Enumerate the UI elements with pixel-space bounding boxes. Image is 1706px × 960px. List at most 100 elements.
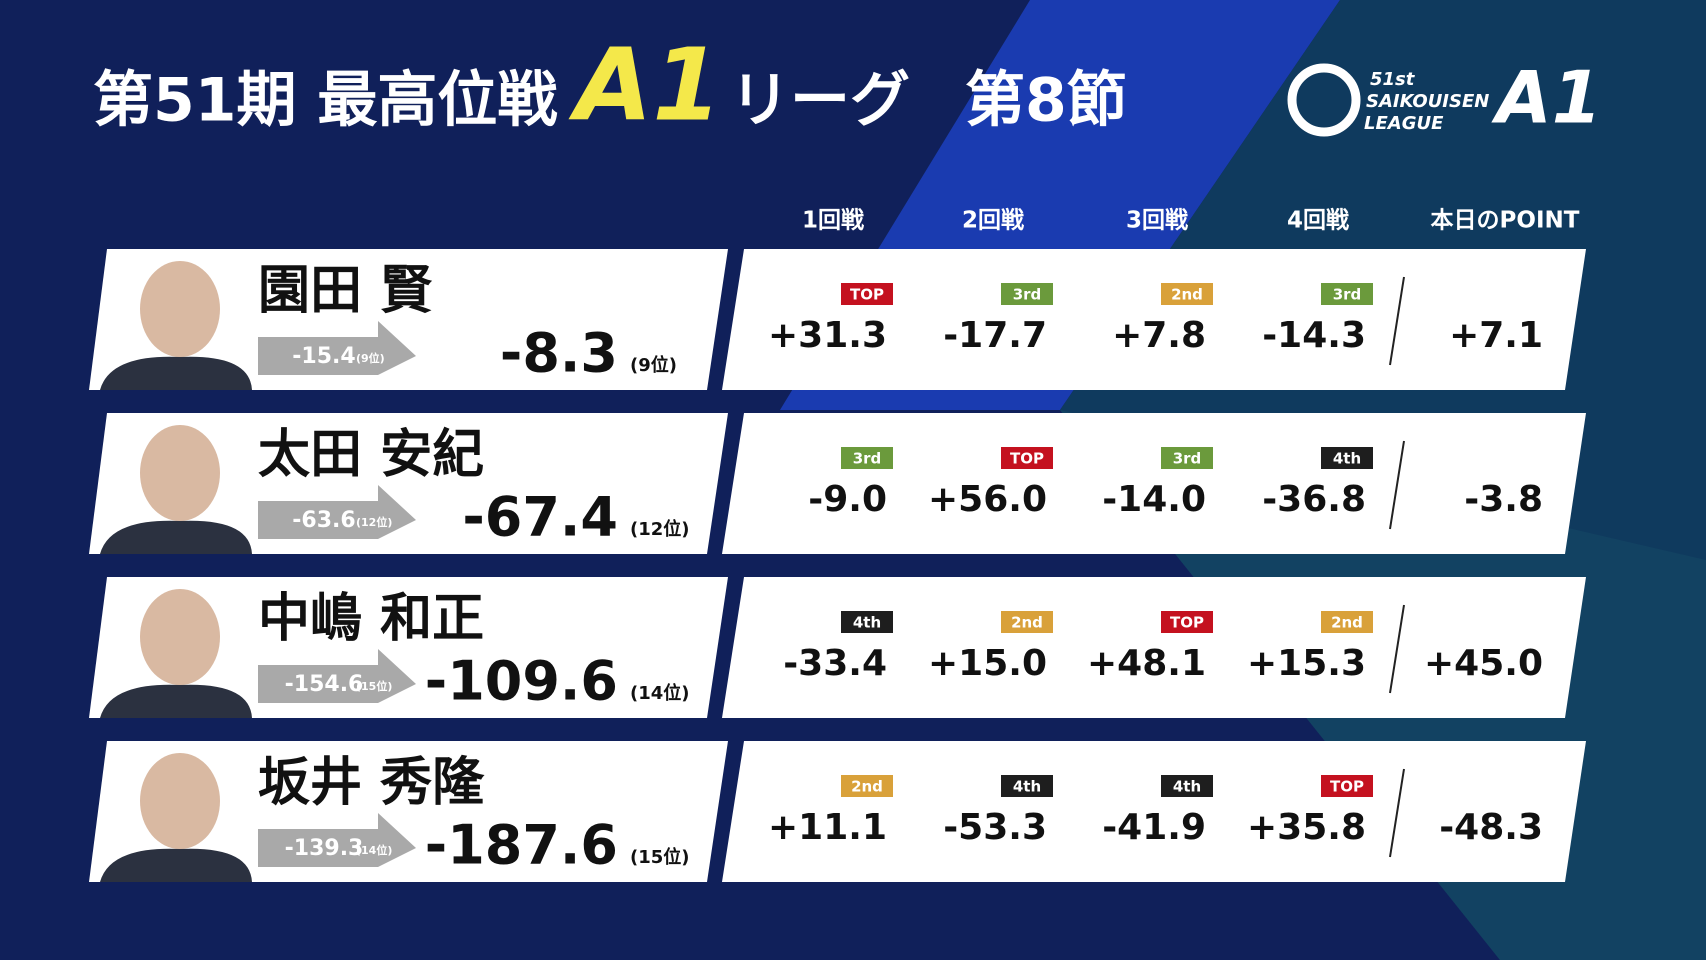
game-score: -36.8 xyxy=(1262,479,1366,520)
title-round: 第8節 xyxy=(965,66,1127,136)
place-badge xyxy=(1161,283,1213,305)
game-score: +7.8 xyxy=(1112,315,1206,356)
photo-head xyxy=(140,589,220,685)
place-label: 2nd xyxy=(851,778,883,796)
player-name: 園田 賢 xyxy=(258,261,433,321)
place-badge xyxy=(1001,447,1053,469)
total-score: -187.6 xyxy=(425,814,618,877)
place-badge xyxy=(841,447,893,469)
logo-line2: LEAGUE xyxy=(1364,113,1444,134)
prev-rank: (15位) xyxy=(356,679,392,693)
place-label: TOP xyxy=(1170,614,1204,632)
place-badge xyxy=(1001,611,1053,633)
prev-score: -139.3 xyxy=(285,836,364,861)
place-label: TOP xyxy=(850,286,884,304)
title-a1: A1 xyxy=(568,26,722,143)
prev-arrow xyxy=(258,649,416,703)
game-score: -17.7 xyxy=(943,315,1047,356)
total-rank: (14位) xyxy=(630,682,690,704)
today-point: +7.1 xyxy=(1449,315,1543,356)
column-header: 4回戦 xyxy=(1287,208,1349,234)
place-label: 2nd xyxy=(1331,614,1363,632)
player-panel xyxy=(89,249,728,390)
prev-rank: (9位) xyxy=(356,351,385,365)
place-label: TOP xyxy=(1330,778,1364,796)
player-name: 太田 安紀 xyxy=(258,425,484,485)
game-score: -53.3 xyxy=(943,807,1047,848)
prev-score: -15.4 xyxy=(292,344,355,369)
total-score: -109.6 xyxy=(425,650,618,713)
today-point: -3.8 xyxy=(1464,479,1543,520)
prev-arrow xyxy=(258,485,416,539)
total-score: -67.4 xyxy=(462,486,618,549)
player-row: 中嶋 和正 -154.6(15位) -109.6 (14位) 4th -33.4 2nd +1… xyxy=(89,577,1586,718)
divider xyxy=(1389,604,1405,694)
place-label: 2nd xyxy=(1171,286,1203,304)
place-label: 4th xyxy=(1173,778,1201,796)
place-badge xyxy=(841,611,893,633)
total-rank: (15位) xyxy=(630,846,690,868)
prev-rank: (12位) xyxy=(356,515,392,529)
place-badge xyxy=(1161,447,1213,469)
photo-body xyxy=(100,848,252,882)
player-panel xyxy=(89,577,728,718)
photo-head xyxy=(140,261,220,357)
place-label: 3rd xyxy=(1333,286,1362,304)
game-score: +15.0 xyxy=(928,643,1047,684)
place-badge xyxy=(841,775,893,797)
place-label: 4th xyxy=(853,614,881,632)
game-score: +15.3 xyxy=(1247,643,1366,684)
game-score: -9.0 xyxy=(808,479,887,520)
logo-mark: A1 xyxy=(1491,56,1602,140)
title: 第51期 最高位戦 xyxy=(93,66,557,136)
logo: 51st SAIKOUISEN LEAGUE A1 xyxy=(1287,56,1602,140)
place-badge xyxy=(1001,283,1053,305)
place-label: 3rd xyxy=(1173,450,1202,468)
player-name: 坂井 秀隆 xyxy=(258,753,485,813)
divider xyxy=(1389,440,1405,530)
game-score: +11.1 xyxy=(768,807,887,848)
today-point: -48.3 xyxy=(1439,807,1543,848)
place-badge xyxy=(1321,611,1373,633)
prev-rank: (14位) xyxy=(356,843,392,857)
divider xyxy=(1389,768,1405,858)
logo-line1: SAIKOUISEN xyxy=(1366,91,1489,112)
prev-score: -154.6 xyxy=(285,672,364,697)
total-rank: (12位) xyxy=(630,518,690,540)
photo-body xyxy=(100,684,252,718)
photo-head xyxy=(140,753,220,849)
place-badge xyxy=(1321,283,1373,305)
game-score: -33.4 xyxy=(783,643,887,684)
logo-icon xyxy=(1287,63,1361,137)
total-rank: (9位) xyxy=(630,354,677,376)
today-point: +45.0 xyxy=(1424,643,1543,684)
prev-score: -63.6 xyxy=(292,508,355,533)
place-label: 4th xyxy=(1013,778,1041,796)
divider xyxy=(1389,276,1405,366)
column-header: 3回戦 xyxy=(1126,208,1188,234)
photo-body xyxy=(100,520,252,554)
title-league: リーグ xyxy=(730,66,910,136)
place-badge xyxy=(1001,775,1053,797)
place-badge xyxy=(1321,775,1373,797)
logo-number: 51st xyxy=(1370,69,1416,90)
place-badge xyxy=(1161,611,1213,633)
place-label: 3rd xyxy=(1013,286,1042,304)
column-header: 本日のPOINT xyxy=(1431,208,1580,234)
player-row: 坂井 秀隆 -139.3(14位) -187.6 (15位) 2nd +11.1 4th -5… xyxy=(89,741,1586,882)
column-header: 1回戦 xyxy=(802,208,864,234)
photo-head xyxy=(140,425,220,521)
prev-arrow xyxy=(258,813,416,867)
place-badge xyxy=(1161,775,1213,797)
player-name: 中嶋 和正 xyxy=(258,589,484,649)
prev-arrow xyxy=(258,321,416,375)
place-badge xyxy=(841,283,893,305)
photo-body xyxy=(100,356,252,390)
place-label: 4th xyxy=(1333,450,1361,468)
player-panel xyxy=(89,413,728,554)
place-label: 2nd xyxy=(1011,614,1043,632)
place-label: 3rd xyxy=(853,450,882,468)
total-score: -8.3 xyxy=(500,322,618,385)
game-score: +35.8 xyxy=(1247,807,1366,848)
